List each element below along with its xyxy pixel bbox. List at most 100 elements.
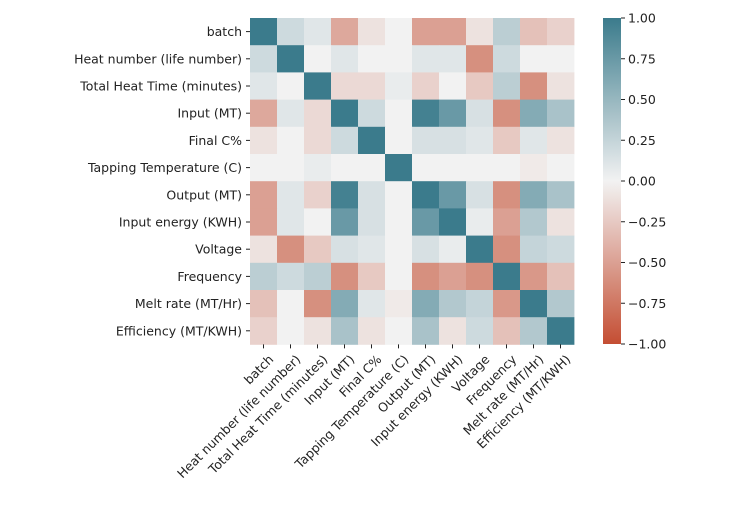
heatmap-cell	[385, 154, 413, 182]
heatmap-cell	[493, 262, 521, 291]
heatmap-cell	[439, 18, 467, 46]
heatmap-cell	[250, 262, 278, 291]
heatmap-cell	[331, 317, 359, 345]
heatmap-cell	[466, 235, 494, 264]
heatmap-cell	[250, 317, 278, 345]
heatmap-cell	[304, 126, 332, 155]
y-tick-label: Voltage	[195, 242, 242, 257]
heatmap-cell	[547, 72, 575, 100]
colorbar-tick-label: 0.75	[628, 51, 656, 66]
heatmap-cell	[439, 45, 467, 73]
heatmap-cell	[304, 262, 332, 291]
heatmap-cell	[331, 208, 359, 236]
heatmap-cell	[412, 99, 440, 128]
heatmap-cell	[493, 290, 521, 318]
heatmap-cell	[304, 317, 332, 345]
y-tick-label: Output (MT)	[166, 187, 242, 202]
heatmap-cell	[466, 181, 494, 209]
colorbar-tick-label: −0.50	[628, 255, 666, 270]
heatmap-cell	[250, 72, 278, 100]
heatmap-cell	[304, 99, 332, 128]
heatmap-cell	[547, 99, 575, 128]
heatmap-cell	[358, 154, 386, 182]
heatmap-cell	[493, 18, 521, 46]
heatmap-cell	[412, 18, 440, 46]
heatmap-cell	[493, 181, 521, 209]
heatmap-cell	[385, 317, 413, 345]
heatmap-cell	[439, 181, 467, 209]
y-tick-label: batch	[207, 24, 242, 39]
heatmap-cell	[466, 317, 494, 345]
heatmap-cell	[520, 126, 548, 155]
heatmap-cell	[331, 154, 359, 182]
heatmap-cell	[412, 126, 440, 155]
heatmap-cell	[277, 45, 305, 73]
heatmap-cell	[547, 208, 575, 236]
heatmap-cell	[412, 72, 440, 100]
heatmap-cell	[412, 154, 440, 182]
heatmap-cell	[304, 154, 332, 182]
heatmap-cell	[439, 317, 467, 345]
heatmap-cell	[412, 45, 440, 73]
heatmap-cell	[520, 235, 548, 264]
heatmap-cell	[304, 72, 332, 100]
heatmap-cell	[520, 290, 548, 318]
heatmap-cell	[439, 290, 467, 318]
x-tick-label: Heat number (life number)	[174, 352, 303, 481]
heatmap-cell	[520, 154, 548, 182]
heatmap-cell	[304, 208, 332, 236]
heatmap-cell	[385, 18, 413, 46]
heatmap-cell	[250, 181, 278, 209]
heatmap-cell	[493, 45, 521, 73]
heatmap-cell	[466, 99, 494, 128]
heatmap-cell	[331, 235, 359, 264]
heatmap-cell	[466, 126, 494, 155]
heatmap-cell	[547, 262, 575, 291]
heatmap-cell	[385, 262, 413, 291]
heatmap-cell	[277, 72, 305, 100]
heatmap-cell	[277, 317, 305, 345]
heatmap-cell	[493, 235, 521, 264]
heatmap-cell	[331, 99, 359, 128]
heatmap-cell	[250, 99, 278, 128]
heatmap-cell	[331, 181, 359, 209]
heatmap-cell	[412, 181, 440, 209]
heatmap-cell	[385, 208, 413, 236]
heatmap-cell	[547, 154, 575, 182]
heatmap-cell	[358, 208, 386, 236]
heatmap-cell	[520, 317, 548, 345]
heatmap-cell	[547, 290, 575, 318]
heatmap-cell	[439, 235, 467, 264]
heatmap-cell	[277, 235, 305, 264]
y-tick-label: Frequency	[177, 269, 242, 284]
heatmap-cell	[277, 262, 305, 291]
heatmap-cell	[493, 317, 521, 345]
heatmap-cell	[304, 181, 332, 209]
heatmap-cell	[385, 235, 413, 264]
heatmap-cell	[358, 235, 386, 264]
heatmap-cell	[304, 290, 332, 318]
heatmap-cell	[250, 208, 278, 236]
heatmap-cell	[358, 262, 386, 291]
heatmap-cell	[466, 45, 494, 73]
heatmap-cell	[493, 126, 521, 155]
heatmap-cell	[439, 154, 467, 182]
heatmap-cell	[277, 18, 305, 46]
heatmap-cell	[466, 208, 494, 236]
heatmap-cell	[385, 99, 413, 128]
heatmap-cell	[358, 290, 386, 318]
y-tick-labels: batch Heat number (life number) Total Heat…	[74, 24, 250, 338]
heatmap-cell	[250, 18, 278, 46]
heatmap-cell	[466, 262, 494, 291]
heatmap-cell	[466, 290, 494, 318]
heatmap-cell	[520, 262, 548, 291]
colorbar-tick-label: 1.00	[628, 11, 656, 26]
heatmap-cell	[439, 72, 467, 100]
colorbar-tick-label: 0.50	[628, 92, 656, 107]
heatmap-cell	[412, 262, 440, 291]
heatmap-cell	[520, 72, 548, 100]
heatmap-cell	[385, 72, 413, 100]
heatmap-cell	[412, 208, 440, 236]
